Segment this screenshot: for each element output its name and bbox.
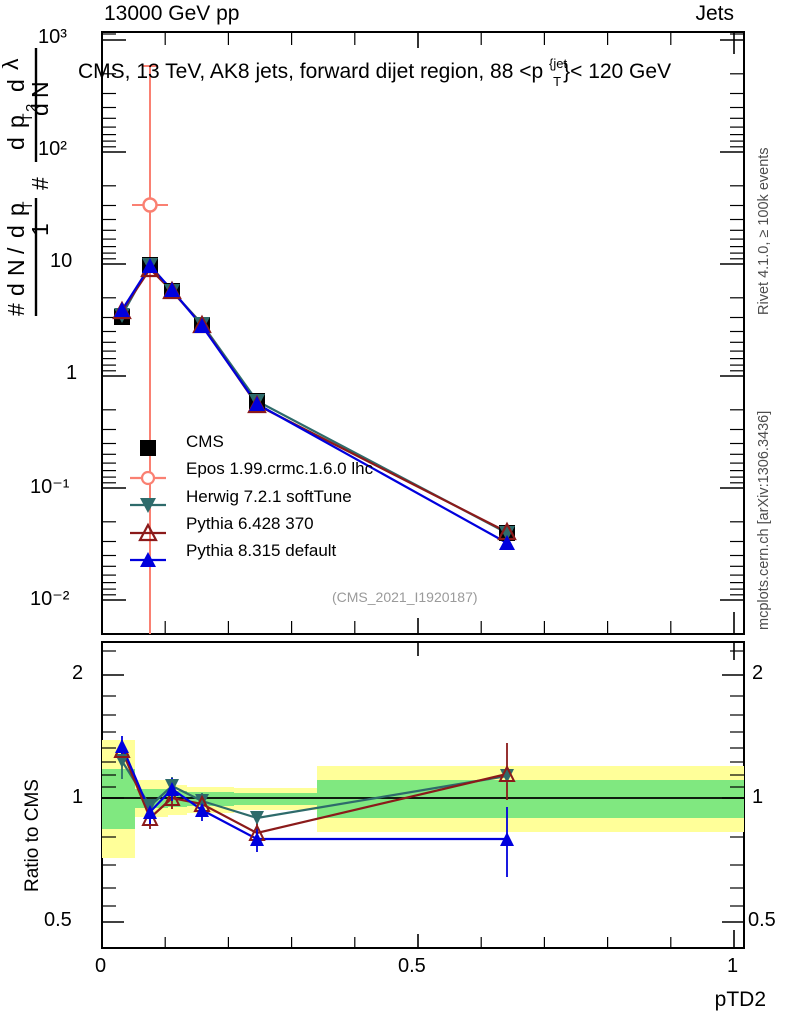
svg-text:d: d [3, 283, 29, 296]
plot-title-main: CMS, 13 TeV, AK8 jets, forward dijet reg… [78, 60, 544, 83]
legend-marker-pythia6 [138, 522, 158, 542]
marker-pythia8 [114, 258, 515, 550]
svg-text:d: d [3, 79, 29, 92]
svg-text:N: N [27, 81, 53, 98]
ratio-ytick-1-left: 1 [72, 786, 84, 808]
svg-text:2: 2 [23, 104, 40, 112]
svg-text:#: # [3, 303, 29, 316]
legend-marker-pythia8 [140, 552, 156, 567]
legend-label-pythia8: Pythia 8.315 default [186, 541, 337, 560]
ytick-1em1: 10⁻¹ [30, 476, 70, 498]
svg-text:p: p [3, 203, 29, 216]
xtick-0: 0 [95, 955, 107, 977]
legend-label-herwig: Herwig 7.2.1 softTune [186, 487, 352, 506]
svg-text:d: d [3, 225, 29, 238]
ratio-axis-label: Ratio to CMS [22, 779, 43, 892]
ratio-ytick-2-left: 2 [72, 662, 84, 684]
plot-title-sup: {jet [549, 56, 568, 71]
ratio-ytick-05-right: 0.5 [748, 909, 776, 931]
series-epos [132, 65, 168, 634]
svg-text:d: d [27, 103, 53, 116]
header-left: 13000 GeV pp [104, 2, 240, 25]
ratio-marker-pythia8 [115, 739, 514, 846]
xtick-1: 1 [727, 955, 739, 977]
xtick-05: 0.5 [398, 955, 426, 977]
ytick-1em2: 10⁻² [30, 588, 70, 610]
svg-text:T: T [19, 113, 35, 122]
side-text-mcplots: mcplots.cern.ch [arXiv:1306.3436] [756, 410, 772, 630]
legend-label-cms: CMS [186, 432, 224, 451]
svg-text:N: N [3, 259, 29, 276]
ratio-plot [101, 641, 745, 949]
x-axis-label: pTD2 [714, 988, 766, 1011]
main-plot [101, 31, 745, 635]
y-axis-label: d 2 N d p T d λ # 1 # d N / d p T [2, 30, 58, 320]
legend-marker-herwig [140, 498, 156, 513]
plot-title-tail: }< 120 GeV [563, 60, 672, 83]
legend-marker-epos [140, 470, 156, 486]
svg-text:/: / [3, 247, 29, 254]
side-text-rivet: Rivet 4.1.0, ≥ 100k events [756, 147, 772, 315]
svg-text:T: T [19, 201, 35, 210]
legend-label-epos: Epos 1.99.crmc.1.6.0 lhc [186, 459, 374, 478]
svg-text:1: 1 [27, 223, 53, 236]
plot-title: CMS, 13 TeV, AK8 jets, forward dijet reg… [78, 56, 672, 89]
svg-text:#: # [27, 177, 53, 190]
ytick-1e3: 10³ [38, 26, 67, 48]
ytick-1e1: 10 [50, 250, 73, 272]
ratio-ytick-2-right: 2 [752, 662, 764, 684]
ratio-series-pythia6 [120, 749, 508, 835]
legend-label-pythia6: Pythia 6.428 370 [186, 514, 314, 533]
svg-text:d: d [3, 137, 29, 150]
ytick-1: 1 [66, 362, 78, 384]
header-right: Jets [695, 2, 734, 25]
plot-title-sub: T [553, 74, 562, 89]
svg-text:λ: λ [2, 58, 23, 70]
legend-marker-cms [140, 440, 156, 456]
ratio-ytick-05-left: 0.5 [44, 909, 72, 931]
svg-text:p: p [3, 115, 29, 128]
ratio-ytick-1-right: 1 [752, 786, 764, 808]
legend [130, 440, 166, 567]
ytick-1e2: 10² [38, 138, 67, 160]
watermark: (CMS_2021_I1920187) [332, 589, 478, 605]
series-pythia8 [121, 264, 508, 544]
